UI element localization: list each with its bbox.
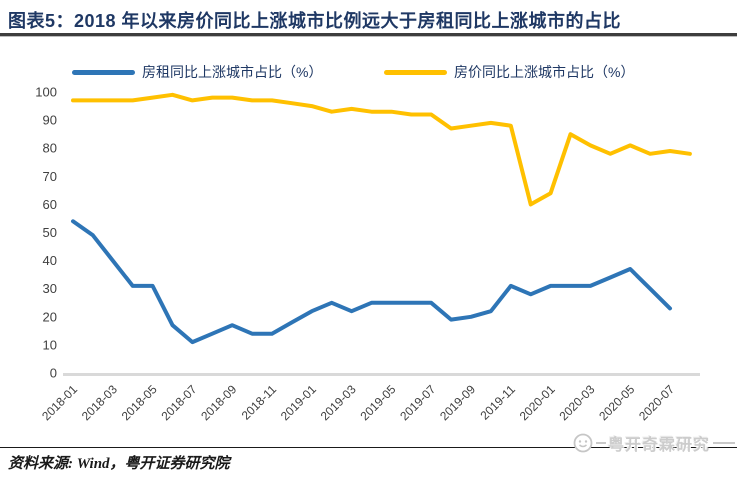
footer-divider <box>0 447 737 448</box>
x-tick-label: 2019-05 <box>357 382 398 423</box>
x-tick-label: 2018-03 <box>79 382 120 423</box>
x-tick-label: 2019-03 <box>318 382 359 423</box>
watermark-text: 粤开奇霖研究 <box>607 437 710 454</box>
x-tick-label: 2019-07 <box>397 382 438 423</box>
watermark-dash-left <box>595 442 606 444</box>
y-tick-label: 40 <box>43 253 57 268</box>
x-tick-label: 2019-11 <box>478 382 519 423</box>
legend-item-price: 房价同比上涨城市占比（%） <box>384 62 634 82</box>
legend-label-price: 房价同比上涨城市占比（%） <box>454 64 635 80</box>
series-line-0 <box>71 219 672 345</box>
legend-item-rent: 房租同比上涨城市占比（%） <box>72 62 322 82</box>
y-tick-label: 0 <box>50 366 57 381</box>
y-tick-label: 30 <box>43 281 57 296</box>
y-tick-label: 10 <box>43 337 57 352</box>
rent-line-swatch <box>72 69 135 75</box>
x-tick-label: 2018-11 <box>239 382 280 423</box>
source-note: 资料来源: Wind，粤开证券研究院 <box>8 456 230 472</box>
price-line-swatch <box>384 69 447 75</box>
title-divider <box>0 33 737 37</box>
x-tick-label: 2018-05 <box>119 382 160 423</box>
mascot-face-icon <box>573 433 593 453</box>
y-tick-label: 100 <box>35 85 57 100</box>
x-tick-label: 2020-07 <box>636 382 677 423</box>
legend-label-rent: 房租同比上涨城市占比（%） <box>142 64 323 80</box>
x-tick-label: 2019-01 <box>278 382 319 423</box>
page-title: 图表5：2018 年以来房价同比上涨城市比例远大于房租同比上涨城市的占比 <box>8 11 622 31</box>
series-line-1 <box>71 92 692 207</box>
y-tick-label: 80 <box>43 141 57 156</box>
x-tick-label: 2020-03 <box>556 382 597 423</box>
x-tick-label: 2018-01 <box>39 382 80 423</box>
x-tick-label: 2018-09 <box>198 382 239 423</box>
watermark: 粤开奇霖研究 <box>572 431 735 455</box>
y-tick-label: 60 <box>43 197 57 212</box>
x-tick-label: 2020-01 <box>517 382 558 423</box>
x-tick-label: 2019-09 <box>437 382 478 423</box>
y-tick-label: 20 <box>43 309 57 324</box>
x-tick-label: 2018-07 <box>158 382 199 423</box>
y-tick-label: 70 <box>43 169 57 184</box>
chart-legend: 房租同比上涨城市占比（%） 房价同比上涨城市占比（%） <box>0 62 737 82</box>
x-tick-label: 2020-05 <box>596 382 637 423</box>
y-tick-label: 50 <box>43 225 57 240</box>
watermark-dash-right <box>713 442 735 444</box>
y-tick-label: 90 <box>43 113 57 128</box>
